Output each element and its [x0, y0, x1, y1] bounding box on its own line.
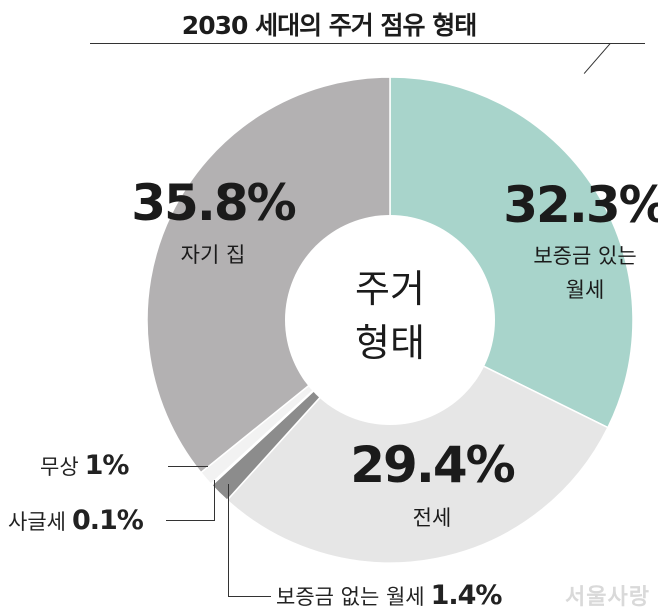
donut-hole [285, 215, 495, 425]
slice-pct-own-home: 35.8% [131, 174, 295, 232]
chart-title: 2030 세대의 주거 점유 형태 [181, 11, 477, 40]
slice-label-monthly-deposit-1: 보증금 있는 [533, 244, 636, 268]
leader-monthly-no-deposit [228, 484, 271, 597]
center-label-line2: 형태 [355, 321, 425, 365]
slice-5 [146, 76, 391, 474]
slice-pct-monthly-deposit: 32.3% [503, 176, 658, 234]
slice-label-own-home: 자기 집 [181, 243, 246, 267]
leader-sagulse [166, 480, 215, 521]
slice-pct-jeonse: 29.4% [350, 436, 514, 494]
label-free: 무상 1% [40, 450, 129, 481]
slice-label-monthly-deposit-2: 월세 [566, 278, 605, 302]
leader-free [168, 466, 208, 467]
center-label-line1: 주거 [355, 267, 425, 311]
label-sagulse: 사글세 0.1% [8, 505, 144, 536]
title-rule [90, 43, 645, 44]
label-monthly-no-deposit: 보증금 없는 월세 1.4% [276, 580, 502, 611]
watermark: 서울사랑 [565, 585, 650, 610]
slice-label-jeonse: 전세 [413, 506, 452, 530]
slice-1 [225, 319, 609, 564]
